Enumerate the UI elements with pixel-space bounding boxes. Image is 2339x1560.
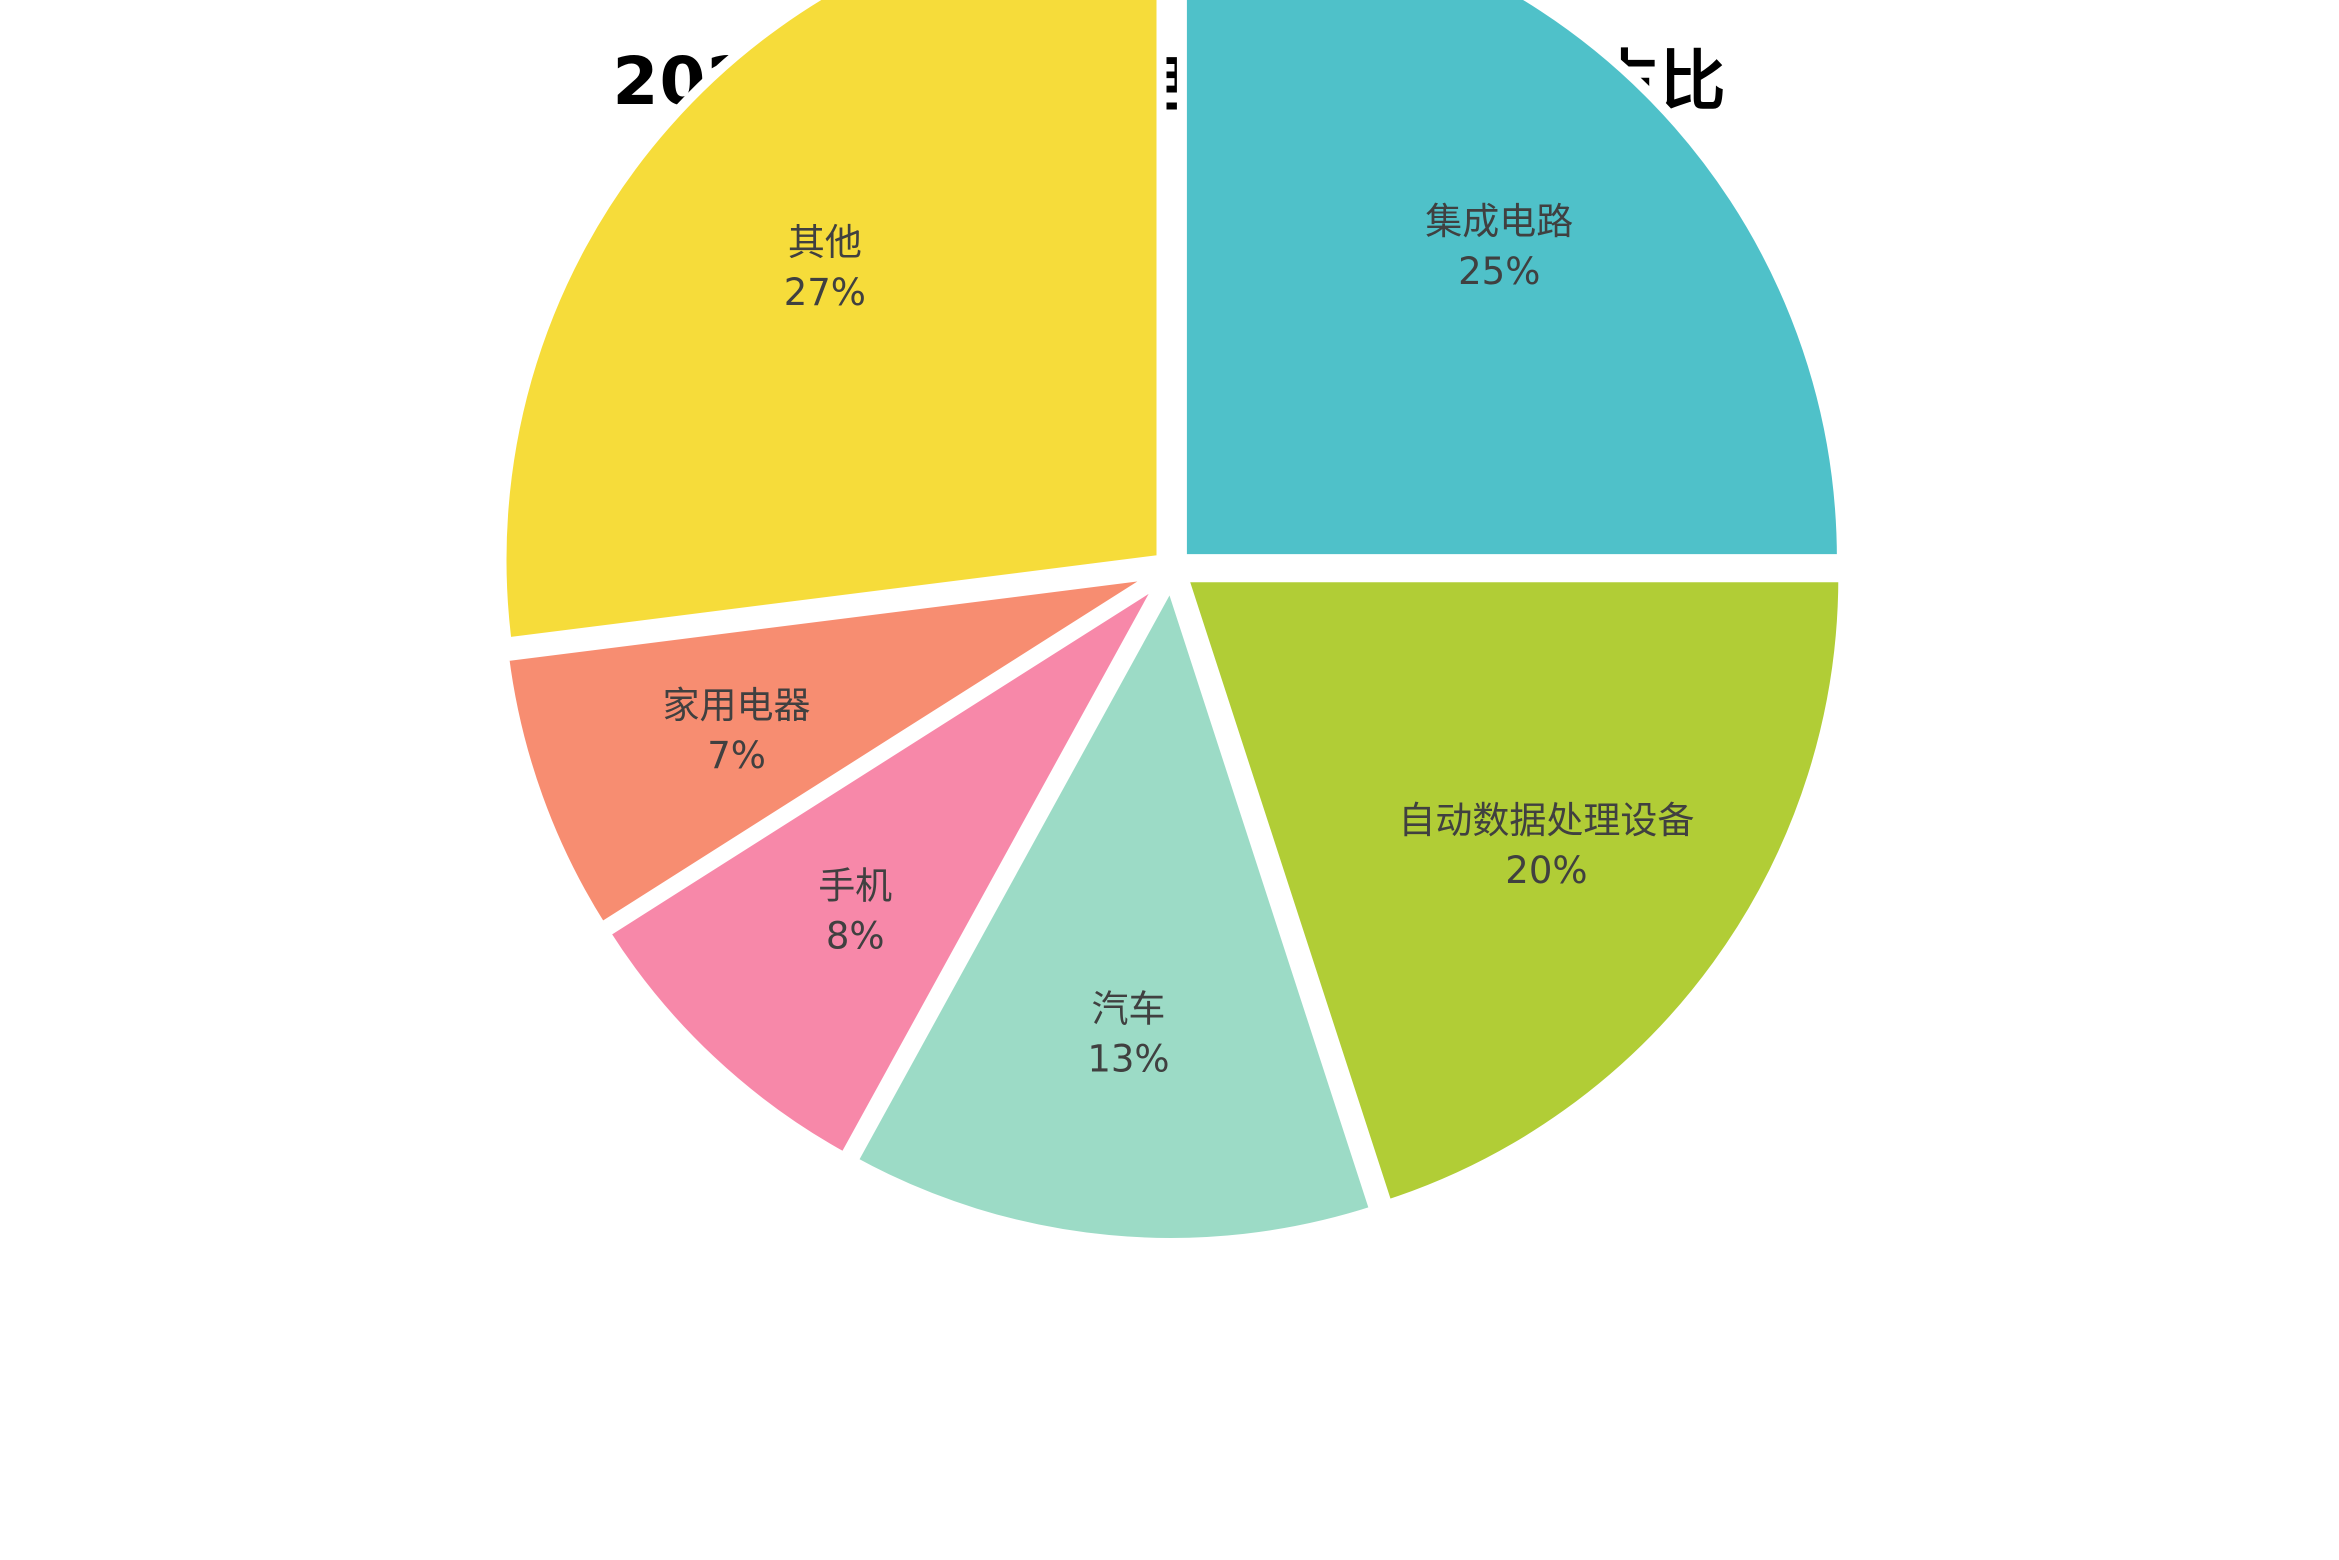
slice-percent-label: 25% [1458,250,1540,293]
slice-category-label: 汽车 [1091,988,1165,1031]
pie-slice-6 [496,0,1167,649]
slice-category-label: 家用电器 [663,684,811,727]
slice-percent-label: 13% [1087,1038,1169,1081]
pie-slice-3 [845,570,1381,1248]
slice-category-label: 自动数据处理设备 [1398,799,1694,842]
slice-percent-label: 8% [826,914,885,957]
slice-category-label: 其他 [788,221,862,264]
slice-category-label: 手机 [818,864,892,907]
pie-slice-4 [598,574,1167,1165]
slice-percent-label: 20% [1505,849,1587,892]
slice-percent-label: 7% [707,734,766,777]
slice-category-label: 集成电路 [1425,200,1573,243]
slice-percent-label: 27% [784,271,866,314]
pie-slice-1 [1176,0,1847,565]
pie-slice-2 [1176,572,1849,1212]
pie-slice-5 [498,568,1162,935]
